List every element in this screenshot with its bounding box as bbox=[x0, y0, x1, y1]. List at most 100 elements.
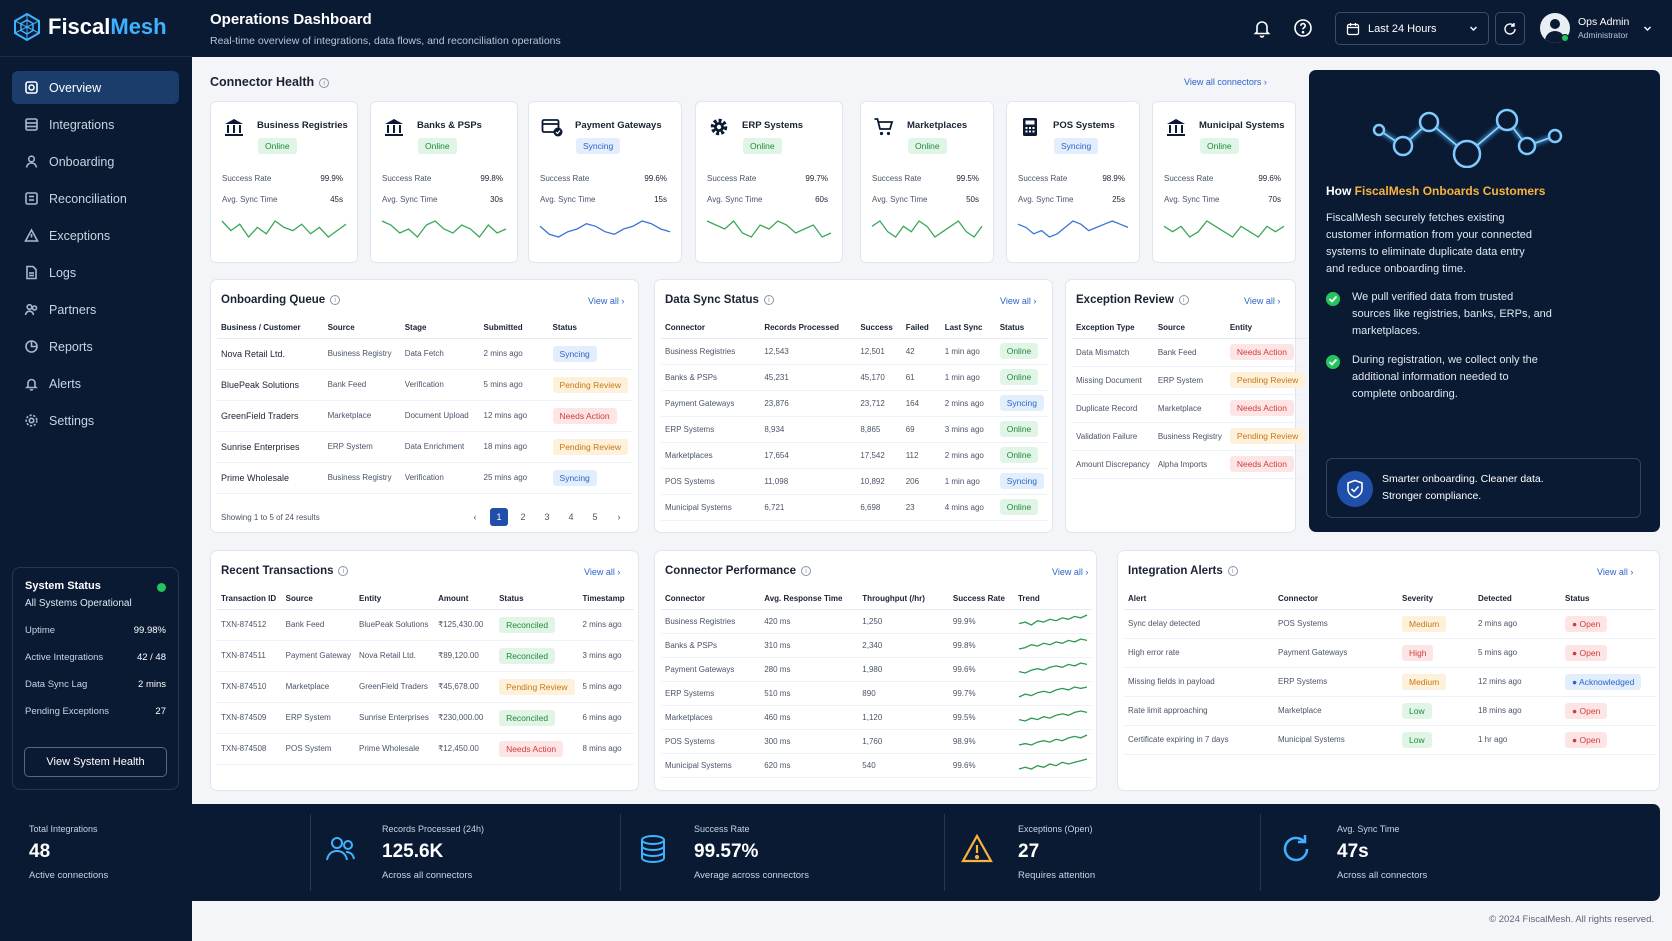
sidebar-nav: Overview Integrations Onboarding Reconcilia… bbox=[12, 71, 179, 441]
connector-name: Marketplaces bbox=[907, 120, 968, 131]
prev-page-button[interactable]: ‹ bbox=[473, 512, 477, 522]
table-row[interactable]: TXN-874511 Payment Gateway Nova Retail Ltd… bbox=[217, 640, 634, 672]
connector-card[interactable]: Municipal Systems Online Success Rate 99… bbox=[1152, 101, 1296, 263]
column-header: Connector bbox=[1274, 589, 1398, 610]
table-row[interactable]: Amount Discrepancy Alpha Imports Needs Act… bbox=[1072, 450, 1310, 479]
view-all-connectors-link[interactable]: View all connectors › bbox=[1184, 77, 1267, 87]
sidebar-item-overview[interactable]: Overview bbox=[12, 71, 179, 104]
alerts-view-all-link[interactable]: View all › bbox=[1597, 567, 1634, 577]
table-row[interactable]: Municipal Systems 6,721 6,698 23 4 mins ago O… bbox=[661, 494, 1048, 521]
date-range-select[interactable]: Last 24 Hours bbox=[1335, 12, 1489, 45]
page-button[interactable]: 3 bbox=[544, 512, 550, 522]
table-row[interactable]: Missing Document ERP System Pending Review bbox=[1072, 366, 1310, 395]
table-cell: Syncing bbox=[548, 338, 632, 370]
table-row[interactable]: Payment Gateways 23,876 23,712 164 2 mins ag… bbox=[661, 390, 1048, 417]
table-row[interactable]: Payment Gateways 280 ms 1,980 99.6% bbox=[661, 657, 1092, 682]
info-icon[interactable]: i bbox=[330, 295, 341, 305]
user-menu[interactable]: Ops Admin Administrator bbox=[1540, 13, 1652, 43]
table-row[interactable]: BluePeak Solutions Bank Feed Verification 5… bbox=[217, 369, 632, 401]
help-icon[interactable] bbox=[1293, 18, 1313, 38]
status-badge: ● Open bbox=[1565, 644, 1608, 661]
connector-card[interactable]: Business Registries Online Success Rate … bbox=[210, 101, 358, 263]
bell-icon[interactable] bbox=[1252, 18, 1272, 38]
table-row[interactable]: Banks & PSPs 310 ms 2,340 99.8% bbox=[661, 633, 1092, 658]
page-button[interactable]: 1 bbox=[490, 508, 508, 526]
status-badge: Online bbox=[418, 138, 457, 154]
sidebar-item-integrations[interactable]: Integrations bbox=[12, 108, 179, 141]
onboarding-view-all-link[interactable]: View all › bbox=[588, 296, 625, 306]
connector-card[interactable]: Payment Gateways Syncing Success Rate 99… bbox=[528, 101, 682, 263]
table-cell: ● Open bbox=[1561, 696, 1655, 726]
data-sync-view-all-link[interactable]: View all › bbox=[1000, 296, 1037, 306]
table-row[interactable]: TXN-874510 Marketplace GreenField Traders ₹… bbox=[217, 671, 634, 703]
table-row[interactable]: ERP Systems 8,934 8,865 69 3 mins ago Online bbox=[661, 416, 1048, 443]
sidebar-item-onboarding[interactable]: Onboarding bbox=[12, 145, 179, 178]
info-icon[interactable]: i bbox=[1227, 566, 1238, 576]
table-row[interactable]: Municipal Systems 620 ms 540 99.6% bbox=[661, 753, 1092, 778]
column-header: Business / Customer bbox=[217, 318, 324, 339]
info-icon[interactable]: i bbox=[319, 78, 330, 88]
refresh-icon bbox=[1504, 22, 1516, 35]
page-button[interactable]: 4 bbox=[568, 512, 574, 522]
performance-view-all-link[interactable]: View all › bbox=[1052, 567, 1089, 577]
table-row[interactable]: Duplicate Record Marketplace Needs Action bbox=[1072, 394, 1310, 423]
table-row[interactable]: Validation Failure Business Registry Pendi… bbox=[1072, 422, 1310, 451]
page-button[interactable]: 2 bbox=[520, 512, 526, 522]
table-row[interactable]: High error rate Payment Gateways High 5 min… bbox=[1124, 638, 1655, 668]
table-row[interactable]: Certificate expiring in 7 days Municipal … bbox=[1124, 725, 1655, 755]
kpi-bar: Total Integrations 48 Active connections… bbox=[12, 804, 1660, 901]
table-cell: 23 bbox=[901, 494, 941, 521]
table-row[interactable]: Sunrise Enterprises ERP System Data Enrich… bbox=[217, 431, 632, 463]
table-row[interactable]: Marketplaces 460 ms 1,120 99.5% bbox=[661, 705, 1092, 730]
sidebar-item-logs[interactable]: Logs bbox=[12, 256, 179, 289]
table-row[interactable]: Prime Wholesale Business Registry Verifica… bbox=[217, 462, 632, 494]
connector-card[interactable]: Banks & PSPs Online Success Rate 99.8% A… bbox=[370, 101, 518, 263]
connector-card[interactable]: ERP Systems Online Success Rate 99.7% Av… bbox=[695, 101, 843, 263]
sidebar-item-settings[interactable]: Settings bbox=[12, 404, 179, 437]
page-button[interactable]: 5 bbox=[592, 512, 598, 522]
table-row[interactable]: Business Registries 420 ms 1,250 99.9% bbox=[661, 609, 1092, 634]
sidebar-item-partners[interactable]: Partners bbox=[12, 293, 179, 326]
exception-view-all-link[interactable]: View all › bbox=[1244, 296, 1281, 306]
table-row[interactable]: Business Registries 12,543 12,501 42 1 min a… bbox=[661, 338, 1048, 365]
success-rate-value: 99.6% bbox=[1258, 174, 1281, 183]
info-icon[interactable]: i bbox=[1178, 295, 1189, 305]
sidebar-item-alerts[interactable]: Alerts bbox=[12, 367, 179, 400]
view-system-health-button[interactable]: View System Health bbox=[24, 747, 167, 777]
table-row[interactable]: TXN-874512 Bank Feed BluePeak Solutions ₹12… bbox=[217, 609, 634, 641]
table-row[interactable]: Sync delay detected POS Systems Medium 2 mi… bbox=[1124, 609, 1655, 639]
info-icon[interactable]: i bbox=[763, 295, 774, 305]
info-icon[interactable]: i bbox=[801, 566, 812, 576]
table-row[interactable]: Missing fields in payload ERP Systems Medi… bbox=[1124, 667, 1655, 697]
next-page-button[interactable]: › bbox=[617, 512, 621, 522]
column-header: Source bbox=[1153, 318, 1226, 339]
refresh-button[interactable] bbox=[1495, 12, 1525, 45]
connector-card[interactable]: Marketplaces Online Success Rate 99.5% A… bbox=[860, 101, 994, 263]
table-row[interactable]: ERP Systems 510 ms 890 99.7% bbox=[661, 681, 1092, 706]
table-row[interactable]: Data Mismatch Bank Feed Needs Action bbox=[1072, 338, 1310, 367]
table-row[interactable]: POS Systems 11,098 10,892 206 1 min ago Synci… bbox=[661, 468, 1048, 495]
brand-logo[interactable]: FiscalMesh bbox=[12, 12, 167, 42]
table-cell: Certificate expiring in 7 days bbox=[1124, 725, 1274, 755]
info-icon[interactable]: i bbox=[338, 566, 349, 576]
status-badge: ● Open bbox=[1565, 731, 1608, 748]
sidebar-item-reconciliation[interactable]: Reconciliation bbox=[12, 182, 179, 215]
sidebar-item-exceptions[interactable]: Exceptions bbox=[12, 219, 179, 252]
table-row[interactable]: Banks & PSPs 45,231 45,170 61 1 min ago Onlin… bbox=[661, 364, 1048, 391]
status-badge: Syncing bbox=[1054, 138, 1099, 154]
table-cell: 45,170 bbox=[856, 364, 902, 391]
table-row[interactable]: Marketplaces 17,654 17,542 112 2 mins ago Onl… bbox=[661, 442, 1048, 469]
transactions-view-all-link[interactable]: View all › bbox=[584, 567, 621, 577]
column-header: Connector bbox=[661, 318, 761, 339]
table-row[interactable]: Nova Retail Ltd. Business Registry Data Fe… bbox=[217, 338, 632, 370]
sidebar-item-reports[interactable]: Reports bbox=[12, 330, 179, 363]
table-row[interactable]: POS Systems 300 ms 1,760 98.9% bbox=[661, 729, 1092, 754]
table-row[interactable]: Rate limit approaching Marketplace Low 18 m… bbox=[1124, 696, 1655, 726]
sync-time-value: 60s bbox=[815, 195, 828, 204]
table-cell: 11,098 bbox=[760, 468, 857, 495]
table-cell: 6,721 bbox=[760, 494, 857, 521]
connector-card[interactable]: POS Systems Syncing Success Rate 98.9% A… bbox=[1006, 101, 1140, 263]
table-row[interactable]: TXN-874509 ERP System Sunrise Enterprises ₹… bbox=[217, 702, 634, 734]
table-row[interactable]: TXN-874508 POS System Prime Wholesale ₹12,4… bbox=[217, 733, 634, 765]
table-row[interactable]: GreenField Traders Marketplace Document Up… bbox=[217, 400, 632, 432]
